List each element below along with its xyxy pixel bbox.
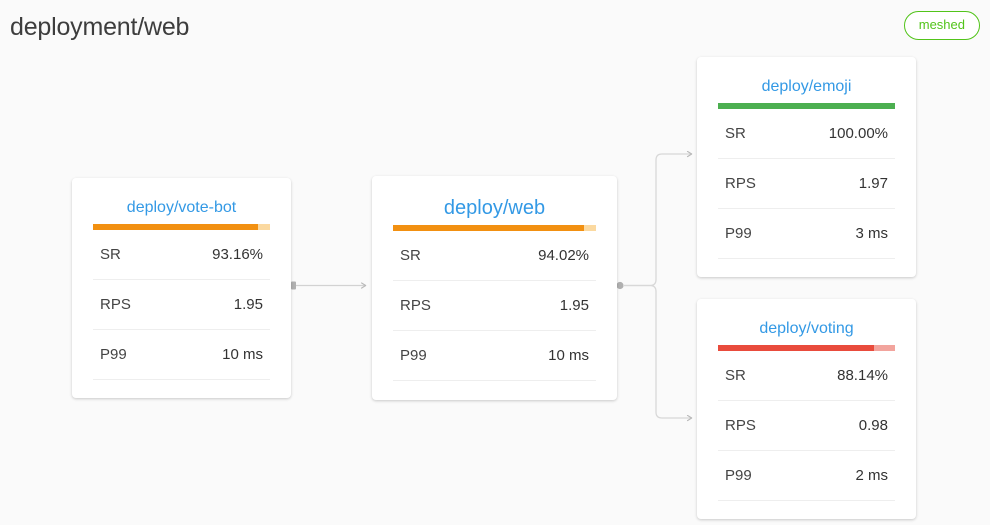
metric-value: 93.16% (212, 246, 263, 263)
metric-key: RPS (400, 297, 431, 314)
node-title-emoji[interactable]: deploy/emoji (761, 78, 852, 95)
success-rate-bar-remainder (257, 224, 270, 230)
success-rate-bar-remainder (583, 225, 596, 231)
metric-key: P99 (725, 225, 752, 242)
metric-key: P99 (725, 467, 752, 484)
success-rate-bar-emoji (718, 103, 895, 109)
metric-key: P99 (400, 347, 427, 364)
metric-row: P99 10 ms (393, 331, 596, 381)
node-card-voting[interactable]: deploy/voting SR 88.14% RPS 0.98 P99 2 ms (697, 299, 916, 519)
edge-web-to-emoji (616, 150, 693, 290)
metric-value: 88.14% (837, 367, 888, 384)
node-title-voting[interactable]: deploy/voting (759, 320, 854, 337)
success-rate-bar-fill (93, 224, 258, 230)
success-rate-bar-web (393, 225, 596, 231)
metric-value: 94.02% (538, 247, 589, 264)
metric-row: RPS 1.95 (93, 280, 270, 330)
node-card-vote-bot[interactable]: deploy/vote-bot SR 93.16% RPS 1.95 P99 10 ms (72, 178, 291, 398)
metric-value: 10 ms (222, 346, 263, 363)
metric-row: P99 10 ms (93, 330, 270, 380)
metric-key: SR (100, 246, 121, 263)
metric-value: 1.95 (233, 296, 263, 313)
metric-value: 3 ms (855, 225, 888, 242)
card-footer-spacer (393, 381, 596, 393)
edge-web-to-voting (623, 284, 693, 422)
metric-key: RPS (725, 175, 756, 192)
success-rate-bar-voting (718, 345, 895, 351)
metric-value: 1.97 (858, 175, 888, 192)
metric-row: SR 94.02% (393, 231, 596, 281)
success-rate-bar-fill (718, 345, 874, 351)
metric-row: RPS 1.97 (718, 159, 895, 209)
card-footer-spacer (93, 380, 270, 392)
node-card-emoji[interactable]: deploy/emoji SR 100.00% RPS 1.97 P99 3 ms (697, 57, 916, 277)
metric-row: P99 2 ms (718, 451, 895, 501)
metric-key: RPS (100, 296, 131, 313)
metric-value: 2 ms (855, 467, 888, 484)
metric-value: 10 ms (548, 347, 589, 364)
node-card-web[interactable]: deploy/web SR 94.02% RPS 1.95 P99 10 ms (372, 176, 617, 400)
metric-key: RPS (725, 417, 756, 434)
metric-row: SR 93.16% (93, 230, 270, 280)
node-title-vote-bot[interactable]: deploy/vote-bot (126, 199, 237, 216)
success-rate-bar-fill (393, 225, 584, 231)
edge-vote-bot-to-web (291, 281, 367, 290)
metric-key: P99 (100, 346, 127, 363)
metric-value: 100.00% (828, 125, 888, 142)
metric-row: SR 100.00% (718, 109, 895, 159)
metric-row: RPS 0.98 (718, 401, 895, 451)
metric-value: 0.98 (858, 417, 888, 434)
metric-key: SR (725, 125, 746, 142)
metric-value: 1.95 (559, 297, 589, 314)
success-rate-bar-remainder (874, 345, 895, 351)
metric-row: P99 3 ms (718, 209, 895, 259)
status-badge-meshed: meshed (903, 11, 980, 40)
success-rate-bar-vote-bot (93, 224, 270, 230)
metric-row: SR 88.14% (718, 351, 895, 401)
success-rate-bar-fill (718, 103, 895, 109)
metric-key: SR (400, 247, 421, 264)
node-title-web[interactable]: deploy/web (443, 197, 546, 219)
metric-row: RPS 1.95 (393, 281, 596, 331)
card-footer-spacer (718, 501, 895, 513)
page-title: deployment/web (10, 13, 190, 41)
card-footer-spacer (718, 259, 895, 271)
metric-key: SR (725, 367, 746, 384)
